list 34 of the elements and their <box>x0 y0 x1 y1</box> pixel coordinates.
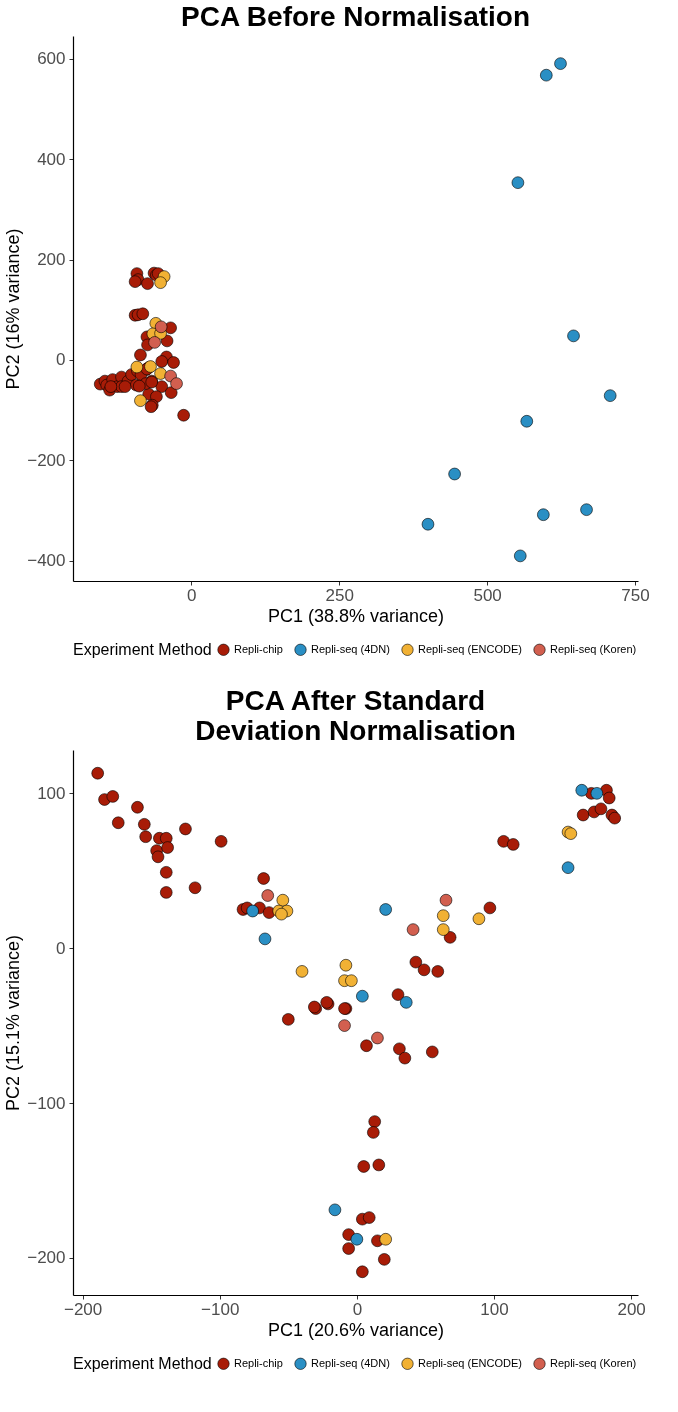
legend-label: Repli-seq (ENCODE) <box>418 642 522 655</box>
y-tick-label: −200 <box>27 450 66 470</box>
y-tick-label: 0 <box>56 938 66 958</box>
x-tick-label: 750 <box>621 585 650 605</box>
y-tick-label: 0 <box>56 350 66 370</box>
x-axis-title: PC1 (38.8% variance) <box>267 605 445 626</box>
y-tick-label: −400 <box>27 551 66 571</box>
y-axis-title: PC2 (15.1% variance) <box>3 934 24 1112</box>
legend-label: Repli-chip <box>234 1356 283 1369</box>
chart-title: PCA After Standard Deviation Normalisation <box>195 685 516 746</box>
legend-title: Experiment Method <box>73 641 212 658</box>
x-tick-label: 0 <box>187 585 197 605</box>
x-tick-label: 100 <box>480 1299 509 1319</box>
legend-label: Repli-chip <box>234 642 283 655</box>
legend-label: Repli-seq (Koren) <box>550 642 637 655</box>
legend-title: Experiment Method <box>73 1355 212 1372</box>
legend-label: Repli-seq (4DN) <box>311 642 390 655</box>
legend-label: Repli-seq (Koren) <box>550 1356 637 1369</box>
y-axis-title: PC2 (16% variance) <box>3 228 24 390</box>
y-tick-label: −100 <box>27 1093 66 1113</box>
legend-label: Repli-seq (4DN) <box>311 1356 390 1369</box>
x-tick-label: 200 <box>617 1299 646 1319</box>
x-tick-label: 250 <box>325 585 354 605</box>
y-tick-label: 200 <box>37 250 66 270</box>
x-tick-label: 0 <box>352 1299 363 1319</box>
legend-label: Repli-seq (ENCODE) <box>418 1356 522 1369</box>
x-tick-label: 500 <box>473 585 502 605</box>
y-tick-label: 100 <box>37 783 66 803</box>
y-tick-label: −200 <box>27 1248 66 1268</box>
x-axis-title: PC1 (20.6% variance) <box>267 1319 445 1340</box>
y-tick-label: 400 <box>37 149 66 169</box>
chart-title: PCA Before Normalisation <box>180 1 531 32</box>
y-tick-label: 600 <box>37 49 66 69</box>
x-tick-label: −100 <box>201 1299 240 1319</box>
